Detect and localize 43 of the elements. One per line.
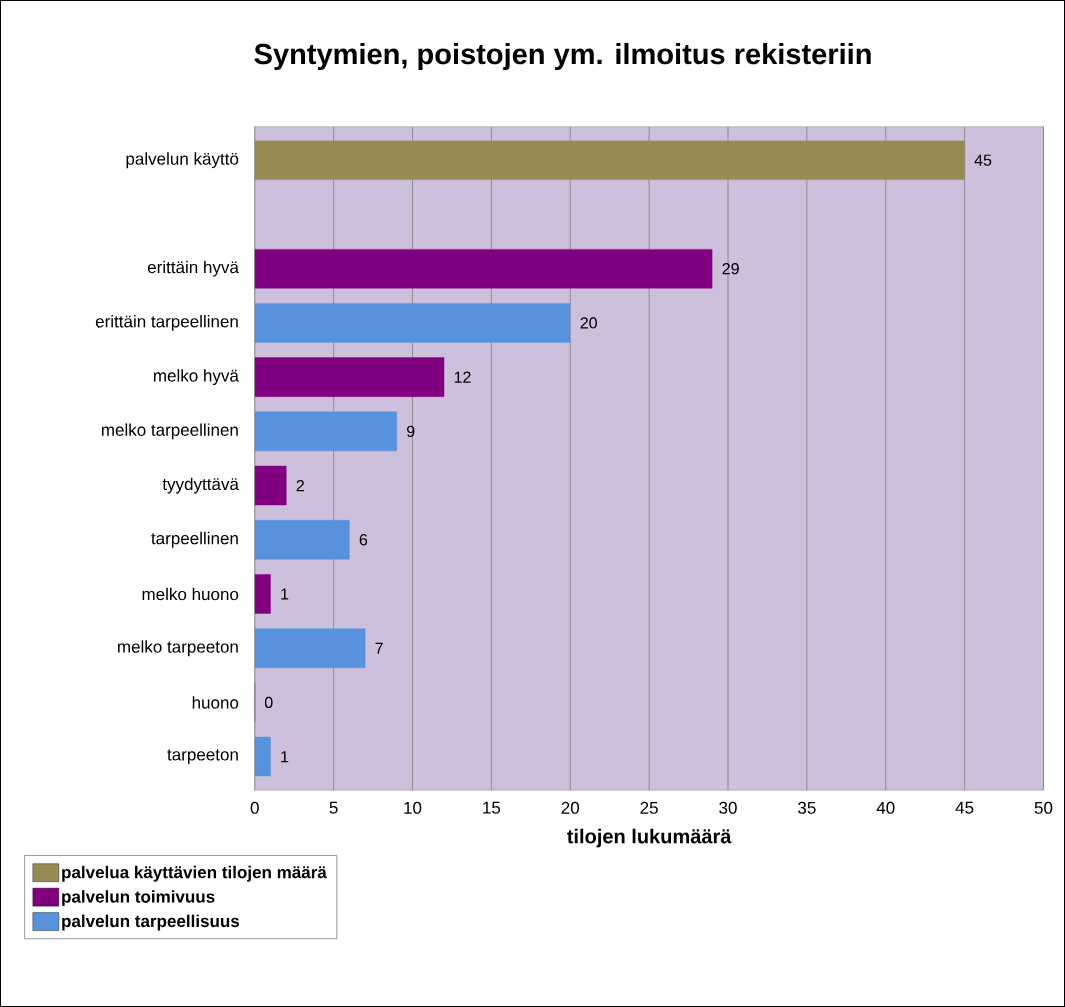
x-tick-label: 40 (876, 801, 895, 814)
x-tick-label: 0 (250, 801, 259, 814)
data-label: 1 (281, 751, 289, 763)
data-label: 0 (264, 696, 273, 709)
bar (254, 520, 350, 560)
x-tick-label: 15 (483, 801, 501, 814)
y-tick-label: erittäin hyvä (147, 260, 239, 277)
x-tick-label: 5 (329, 801, 338, 814)
y-tick-label: tyydyttävä (162, 477, 239, 494)
bar (254, 411, 397, 452)
y-tick-label: huono (192, 696, 239, 709)
y-tick-label: melko hyvä (154, 369, 239, 386)
legend-label: palvelun tarpeellisuus (62, 914, 240, 931)
x-tick-label: 50 (1034, 801, 1053, 814)
bar (254, 736, 271, 777)
x-tick-label: 25 (640, 801, 658, 814)
data-label: 20 (580, 317, 597, 329)
x-tick-label: 10 (404, 801, 422, 814)
y-tick-label: melko huono (142, 587, 239, 601)
data-label: 9 (407, 425, 415, 438)
y-tick-label: tarpeellinen (151, 531, 238, 548)
y-tick-label: tarpeeton (167, 749, 238, 764)
y-tick-label: melko tarpeeton (118, 640, 238, 657)
data-label: 29 (722, 263, 739, 275)
chart-title: Syntymien, poistojen ym. ilmoitus rekisteriin (254, 43, 871, 71)
data-label: 1 (281, 588, 289, 600)
data-label: 7 (375, 642, 383, 654)
data-label: 45 (974, 154, 992, 166)
x-tick-label: 20 (561, 801, 580, 814)
y-tick-label: palvelun käyttö (126, 152, 239, 169)
bar (254, 303, 571, 343)
legend-label: palvelun toimivuus (62, 890, 215, 907)
data-label: 12 (454, 371, 471, 383)
data-label: 2 (296, 480, 304, 492)
legend-label: palvelua käyttävien tilojen määrä (62, 865, 327, 882)
bar (254, 628, 366, 668)
x-tick-label: 35 (798, 801, 816, 814)
y-tick-label: erittäin tarpeellinen (95, 315, 238, 331)
x-axis-title: tilojen lukumäärä (567, 828, 732, 848)
y-tick-label: melko tarpeellinen (101, 423, 238, 440)
x-tick-label: 30 (719, 801, 737, 814)
data-label: 6 (359, 534, 368, 546)
x-tick-label: 45 (955, 801, 974, 814)
